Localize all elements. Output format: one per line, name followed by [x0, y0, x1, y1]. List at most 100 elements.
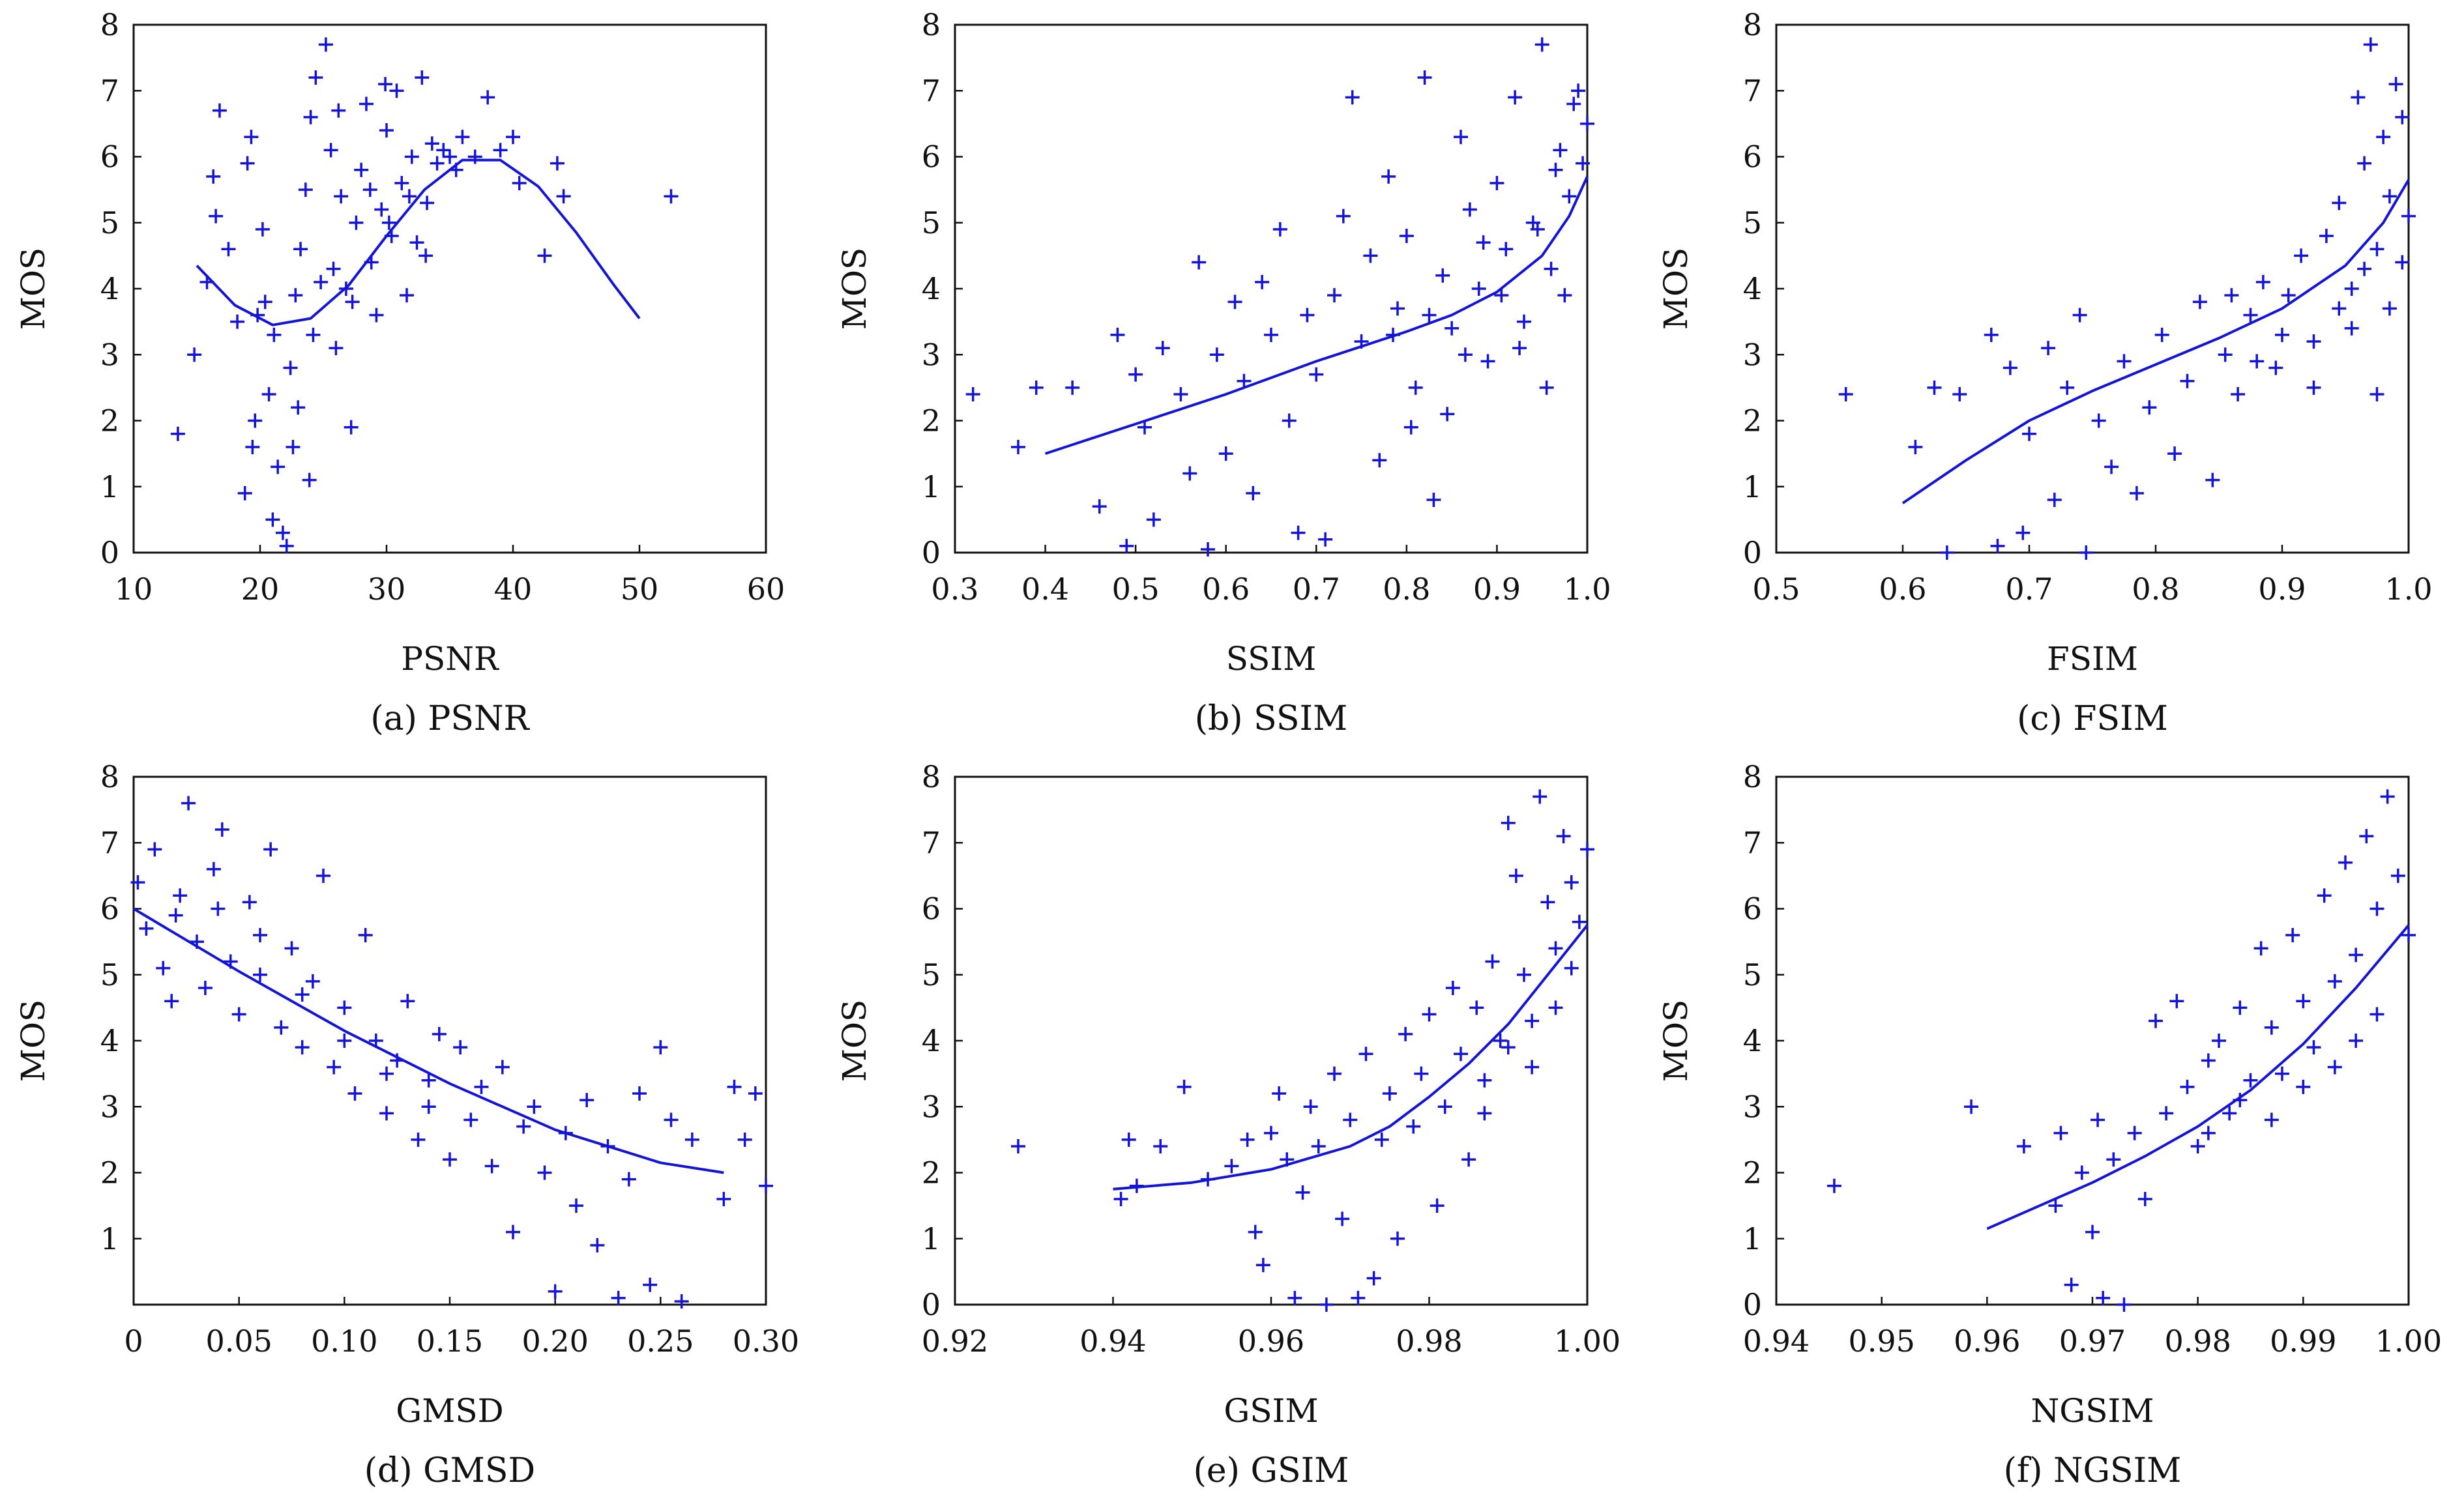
data-point: [1029, 380, 1044, 395]
data-point: [443, 149, 457, 164]
data-point: [2060, 380, 2075, 395]
data-point: [326, 261, 341, 276]
data-point: [2127, 1125, 2142, 1140]
data-point: [1398, 1026, 1413, 1041]
data-point: [308, 70, 323, 85]
data-point: [267, 327, 282, 342]
data-point: [569, 1198, 583, 1213]
data-point: [727, 1079, 742, 1094]
fit-curve: [1044, 176, 1589, 456]
data-point: [2275, 1066, 2289, 1081]
data-point: [1318, 532, 1333, 547]
y-tick-label: 3: [1743, 337, 1762, 372]
plot-frame: [1775, 23, 2410, 554]
data-point: [314, 274, 329, 289]
fit-curve: [1901, 179, 2410, 504]
data-point: [1287, 1290, 1302, 1305]
y-tick-label: 3: [100, 337, 119, 372]
data-point: [1540, 895, 1555, 910]
data-point: [261, 387, 276, 401]
scatter-points: [170, 37, 679, 553]
data-point: [1430, 1198, 1445, 1213]
data-point: [303, 109, 318, 124]
data-point: [1564, 875, 1579, 890]
data-point: [1218, 446, 1233, 461]
y-tick-label: 8: [922, 759, 941, 794]
data-point: [1155, 341, 1170, 356]
plot-frame: [132, 775, 767, 1306]
data-point: [2349, 948, 2364, 963]
data-point: [1343, 1112, 1358, 1127]
data-point: [1908, 440, 1923, 454]
data-point: [212, 103, 227, 118]
data-point: [1121, 1132, 1136, 1147]
data-point: [1576, 156, 1591, 171]
scatter-points: [1838, 37, 2416, 560]
y-tick-label: 6: [922, 891, 941, 927]
data-point: [1011, 1139, 1025, 1153]
data-point: [389, 83, 404, 98]
data-point: [2224, 288, 2239, 303]
data-point: [1445, 321, 1459, 336]
data-point: [550, 156, 565, 171]
data-point: [2218, 347, 2233, 362]
data-point: [2192, 295, 2207, 310]
data-point: [1119, 538, 1134, 553]
y-tick-label: 6: [922, 139, 941, 175]
x-tick-label: 30: [368, 572, 406, 607]
data-point: [209, 209, 224, 224]
data-point: [2363, 37, 2378, 52]
data-point: [1300, 308, 1315, 323]
data-point: [302, 472, 317, 487]
data-point: [2369, 242, 2384, 257]
panel-caption: (e) GSIM: [1194, 1451, 1349, 1490]
data-point: [237, 485, 252, 500]
panel-ngsim: 0 1 2 3 4 5 6 7 8 0.94 0.95 0.96 0.97 0.98 0.99 1.00 NGS…: [1643, 752, 2464, 1503]
plot-frame: [132, 23, 767, 554]
data-point: [1209, 347, 1224, 362]
y-tick-label: 2: [922, 403, 941, 439]
data-point: [284, 941, 299, 956]
data-point: [206, 862, 221, 876]
data-point: [1508, 868, 1523, 883]
y-tick-label: 4: [922, 1023, 941, 1058]
data-point: [1939, 545, 1954, 560]
data-point: [1246, 485, 1261, 500]
data-point: [2327, 974, 2342, 989]
data-point: [1517, 314, 1531, 329]
data-point: [1372, 453, 1387, 468]
data-point: [2137, 1192, 2152, 1206]
data-point: [1461, 1152, 1476, 1167]
x-axis-label: NGSIM: [2031, 1392, 2154, 1430]
x-tick-label: 0.10: [311, 1324, 377, 1359]
data-point: [2306, 1040, 2321, 1055]
data-point: [263, 842, 278, 857]
panel-caption: (f) NGSIM: [2004, 1451, 2182, 1490]
data-point: [206, 169, 221, 184]
data-point: [1335, 1211, 1350, 1226]
data-point: [548, 1284, 563, 1299]
data-point: [467, 149, 482, 164]
y-tick-label: 6: [100, 139, 119, 175]
data-point: [2357, 261, 2372, 276]
data-point: [684, 1132, 699, 1147]
data-point: [1309, 367, 1324, 382]
data-point: [187, 347, 202, 362]
y-tick-label: 3: [922, 1089, 941, 1124]
data-point: [1311, 1139, 1326, 1153]
data-point: [2167, 446, 2182, 461]
data-point: [318, 37, 333, 52]
data-point: [211, 901, 226, 916]
data-point: [1224, 1159, 1239, 1174]
chart-fsim: 0 1 2 3 4 5 6 7 8 0.5 0.6 0.7 0.8 0.9 1.0 FSIM MOS (c) FS…: [1657, 7, 2433, 738]
data-point: [379, 123, 394, 138]
data-point: [1539, 380, 1554, 395]
data-point: [2338, 855, 2353, 870]
y-tick-label: 2: [100, 1155, 119, 1191]
x-axis-label: GMSD: [396, 1392, 503, 1430]
data-point: [2243, 1073, 2258, 1088]
data-point: [1548, 1000, 1563, 1015]
x-tick-label: 10: [115, 572, 153, 607]
data-point: [2376, 130, 2391, 145]
